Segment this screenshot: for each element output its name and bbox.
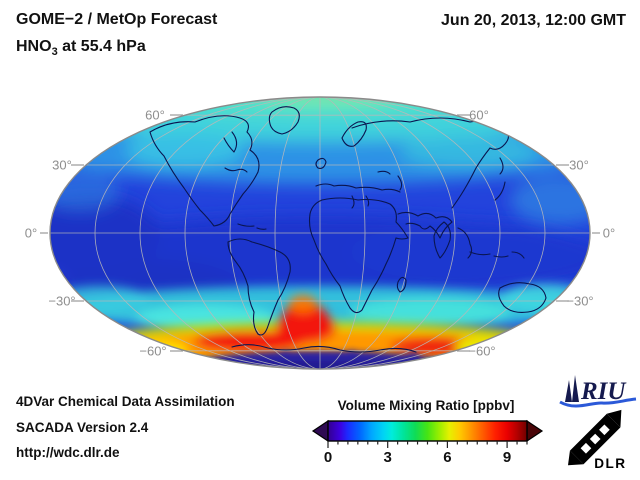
latitude-label-left-minus60: −60° (139, 343, 167, 359)
colorbar-ticks (327, 441, 528, 448)
species-name: HNO (16, 38, 52, 55)
riu-wave-icon (559, 397, 637, 408)
figure-subtitle: HNO3 at 55.4 hPa (16, 39, 217, 58)
latitude-label-right-30: 30° (569, 157, 589, 173)
latitude-label-left-minus30: −30° (48, 293, 76, 309)
graticule (50, 97, 590, 369)
dlr-logo-text: DLR (594, 456, 626, 471)
date-stamp: Jun 20, 2013, 12:00 GMT (441, 12, 626, 29)
colorbar-title: Volume Mixing Ratio [ppbv] (337, 398, 515, 413)
figure-title: GOME−2 / MetOp Forecast (16, 11, 218, 28)
riu-cathedral-icon (565, 375, 579, 402)
latitude-label-right-minus60: −60° (468, 343, 496, 359)
title-block: GOME−2 / MetOp Forecast HNO3 at 55.4 hPa (16, 12, 217, 58)
version-text: SACADA Version 2.4 (16, 419, 149, 435)
pressure-level: at 55.4 hPa (57, 38, 146, 55)
dlr-logo: DLR (568, 409, 626, 471)
map-rim (49, 96, 591, 370)
latitude-label-left-60: 60° (145, 107, 165, 123)
latitude-label-left-30: 30° (52, 157, 72, 173)
latitude-label-left-0: 0° (24, 225, 38, 241)
riu-logo: RIU (559, 375, 637, 408)
colorbar-tick-label-3: 3 (384, 449, 392, 466)
colorbar-under-range-arrow (311, 419, 329, 443)
colorbar: 0 3 6 9 (311, 419, 544, 466)
latitude-label-right-60: 60° (469, 107, 489, 123)
colorbar-tick-label-9: 9 (503, 449, 511, 466)
latitude-ticks (40, 114, 600, 352)
field-data-layer (50, 97, 590, 369)
dlr-emblem-tip (568, 409, 622, 466)
credits-block: 4DVar Chemical Data Assimilation SACADA … (16, 394, 235, 471)
colorbar-tick-label-6: 6 (443, 449, 451, 466)
assimilation-credit: 4DVar Chemical Data Assimilation (16, 394, 235, 409)
colorbar-tick-label-0: 0 (324, 449, 332, 466)
colorbar-over-range-arrow (526, 419, 544, 443)
colorbar-gradient (327, 420, 528, 442)
dlr-emblem-icon (569, 413, 621, 465)
species-subscript: 3 (51, 46, 58, 59)
coastlines (149, 106, 568, 353)
latitude-label-right-0: 0° (602, 225, 616, 241)
latitude-label-right-minus30: −30° (566, 293, 594, 309)
website-url: http://wdc.dlr.de (16, 445, 120, 460)
